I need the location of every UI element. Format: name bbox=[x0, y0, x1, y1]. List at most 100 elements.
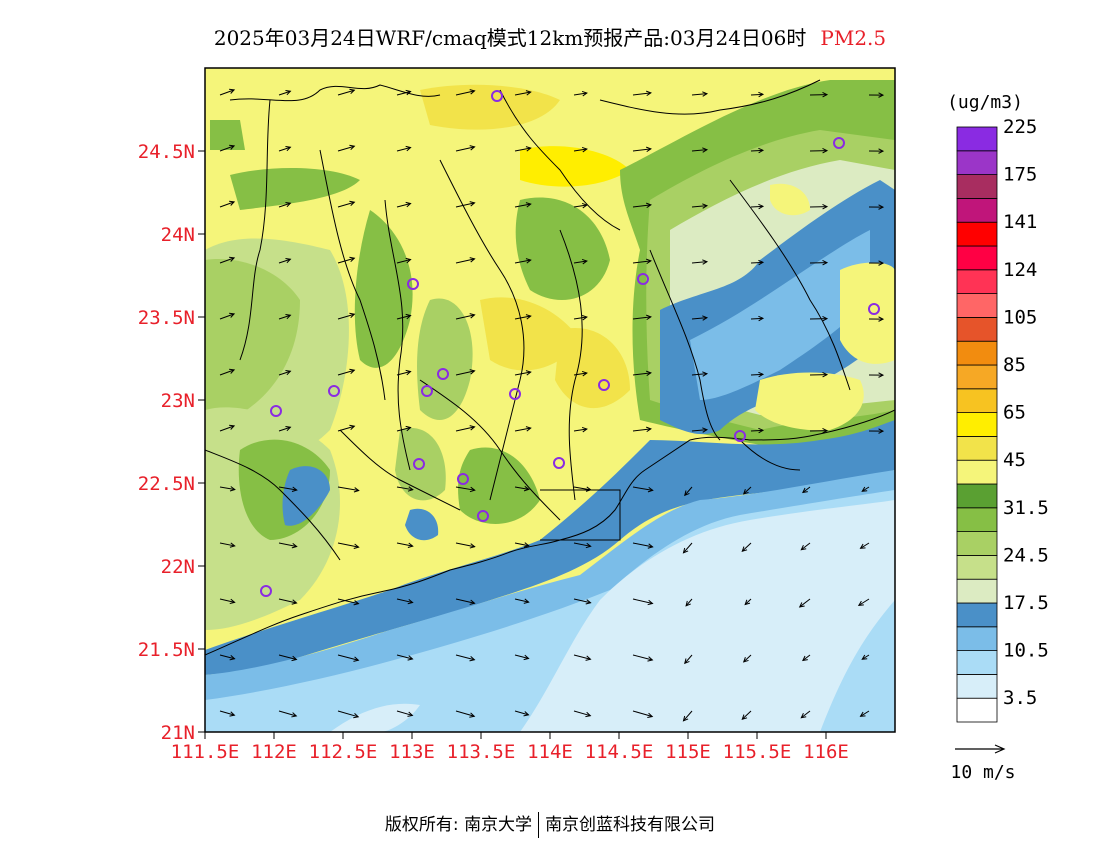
wind-arrow bbox=[455, 598, 475, 604]
wind-arrow-head bbox=[822, 204, 829, 210]
wind-arrow bbox=[691, 205, 707, 208]
wind-arrow-head bbox=[523, 485, 530, 492]
wind-arrow bbox=[691, 149, 707, 152]
wind-arrow bbox=[632, 598, 653, 604]
station-marker bbox=[598, 379, 610, 391]
legend-label: 65 bbox=[1003, 402, 1026, 424]
wind-arrow bbox=[750, 317, 764, 320]
wind-arrow bbox=[750, 261, 764, 264]
wind-arrow-head bbox=[405, 201, 412, 208]
wind-arrow-head bbox=[647, 486, 654, 493]
wind-arrow bbox=[573, 428, 587, 432]
wind-arrow bbox=[691, 261, 707, 264]
legend-band bbox=[956, 650, 998, 675]
wind-arrow-head bbox=[800, 712, 807, 719]
wind-arrow bbox=[514, 371, 531, 376]
wind-arrow-head bbox=[229, 655, 236, 661]
wind-arrow-head bbox=[646, 314, 652, 321]
wind-arrow-head bbox=[859, 711, 866, 717]
wind-arrow-head bbox=[291, 543, 298, 549]
legend-label: 105 bbox=[1003, 306, 1037, 328]
wind-arrow bbox=[337, 486, 359, 492]
wind-arrow-head bbox=[685, 600, 691, 607]
legend-band bbox=[956, 221, 998, 247]
wind-arrow bbox=[632, 710, 653, 718]
wind-arrow bbox=[743, 486, 752, 495]
wind-arrow-head bbox=[758, 203, 765, 210]
wind-arrow-head bbox=[581, 146, 588, 153]
wind-arrow-head bbox=[405, 89, 412, 96]
legend-band bbox=[956, 150, 998, 176]
wind-arrow bbox=[573, 204, 587, 208]
wind-arrow bbox=[278, 370, 291, 376]
wind-arrow-head bbox=[585, 486, 592, 492]
wind-arrow bbox=[278, 654, 297, 660]
wind-arrow-head bbox=[353, 543, 360, 549]
wind-arrow bbox=[514, 486, 529, 490]
station-marker bbox=[407, 278, 419, 290]
wind-arrow bbox=[278, 202, 291, 208]
wind-arrow-head bbox=[581, 314, 588, 321]
wind-arrow-head bbox=[702, 427, 709, 433]
wind-arrow bbox=[632, 92, 651, 96]
wind-arrow-head bbox=[523, 711, 530, 717]
legend-label: 31.5 bbox=[1003, 497, 1049, 519]
wind-arrow-head bbox=[407, 598, 414, 605]
legend-band bbox=[956, 578, 998, 604]
wind-arrow-head bbox=[469, 89, 476, 95]
wind-arrow-head bbox=[405, 425, 412, 432]
wind-arrow bbox=[396, 91, 411, 96]
wind-arrow bbox=[396, 542, 413, 547]
wind-arrow bbox=[514, 147, 531, 152]
wind-arrow bbox=[514, 710, 529, 716]
wind-arrow-head bbox=[798, 602, 805, 608]
wind-arrow bbox=[514, 203, 531, 208]
wind-arrow-head bbox=[291, 712, 298, 718]
wind-reference-label: 10 m/s bbox=[950, 762, 1015, 783]
wind-arrow-head bbox=[878, 92, 885, 98]
wind-arrow-head bbox=[744, 599, 751, 606]
wind-arrow-head bbox=[525, 258, 532, 264]
legend-label: 124 bbox=[1003, 259, 1037, 281]
wind-arrow-head bbox=[353, 600, 360, 606]
legend-label: 141 bbox=[1003, 211, 1037, 233]
wind-arrow-head bbox=[646, 90, 652, 97]
lat-tick-label: 23N bbox=[161, 390, 195, 412]
lon-tick-label: 115E bbox=[665, 741, 711, 763]
wind-arrow-head bbox=[742, 488, 749, 495]
wind-arrow-head bbox=[407, 486, 414, 492]
wind-arrow-head bbox=[581, 202, 588, 209]
legend-label: 85 bbox=[1003, 354, 1026, 376]
lat-tick-label: 21N bbox=[161, 722, 195, 744]
wind-arrow-head bbox=[229, 312, 236, 318]
wind-arrow-head bbox=[646, 426, 652, 433]
legend-band bbox=[956, 531, 998, 556]
wind-arrow-head bbox=[469, 486, 476, 493]
copyright-label: 版权所有: bbox=[384, 815, 459, 835]
wind-arrow bbox=[514, 91, 531, 96]
wind-arrow-head bbox=[646, 202, 652, 209]
legend-band bbox=[956, 507, 998, 532]
wind-arrow bbox=[632, 148, 651, 152]
wind-arrow-head bbox=[822, 260, 829, 266]
wind-arrow-head bbox=[469, 656, 476, 662]
chart-title: 2025年03月24日WRF/cmaq模式12km预报产品:03月24日06时 P… bbox=[0, 22, 1100, 51]
legend-band bbox=[956, 602, 998, 628]
wind-arrow-head bbox=[857, 600, 864, 606]
wind-arrow bbox=[514, 259, 531, 264]
wind-arrow bbox=[219, 89, 235, 96]
legend-band bbox=[956, 316, 998, 342]
wind-arrow-head bbox=[469, 599, 476, 605]
wind-arrows bbox=[219, 88, 885, 722]
legend-band bbox=[956, 293, 998, 318]
longitude-axis: 111.5E 112E 112.5E 113E 113.5E 114E 114.5E 115E… bbox=[171, 732, 849, 763]
station-marker bbox=[421, 385, 433, 397]
wind-arrow bbox=[278, 486, 297, 491]
wind-arrow bbox=[573, 372, 587, 376]
wind-arrow bbox=[337, 542, 359, 548]
wind-arrow-head bbox=[878, 428, 885, 434]
wind-arrow-head bbox=[407, 711, 414, 717]
wind-arrow bbox=[750, 373, 764, 376]
wind-arrow bbox=[573, 486, 591, 491]
wind-arrow-head bbox=[353, 713, 360, 719]
